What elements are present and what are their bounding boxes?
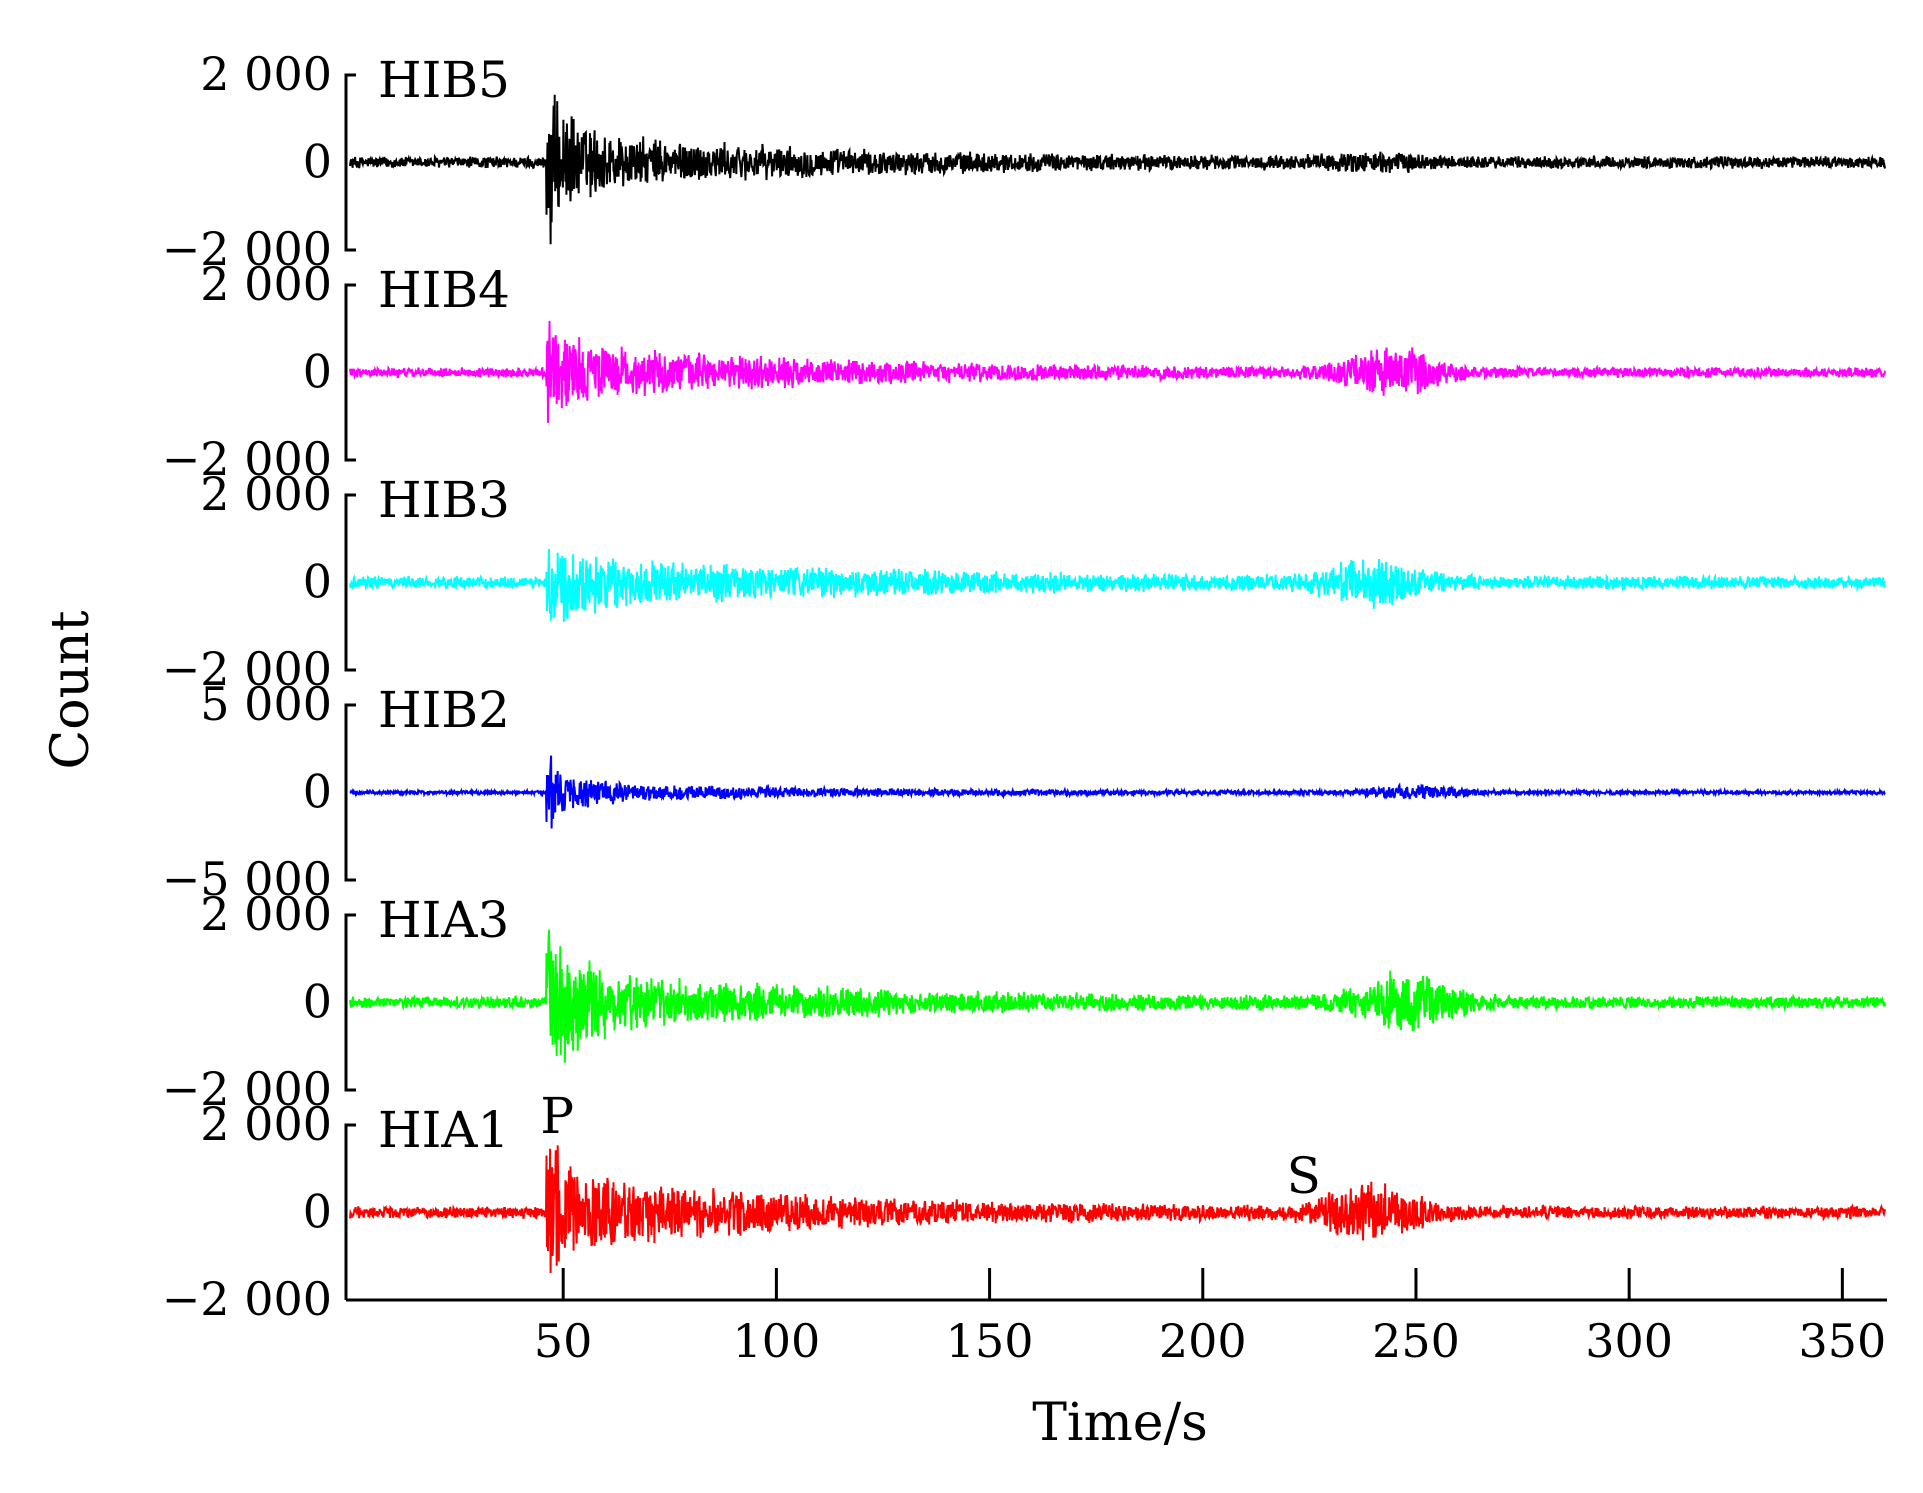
trace-panel-hia3: 2 000 0 −2 000 HIA3: [162, 887, 1886, 1116]
y-tick-label: 2 000: [200, 257, 332, 311]
y-tick-label: 0: [303, 1185, 332, 1239]
y-tick-label: 2 000: [200, 467, 332, 521]
trace-panel-hia1: 2 000 0 −2 000 HIA1: [162, 1097, 1886, 1326]
y-axis-title: Count: [41, 610, 101, 769]
waveform-hia3: [349, 929, 1886, 1063]
y-tick-label: 2 000: [200, 47, 332, 101]
phase-marker-s: S: [1287, 1147, 1321, 1205]
trace-name-label: HIB4: [378, 261, 510, 319]
trace-panel-hib2: 5 000 0 −5 000 HIB2: [162, 677, 1886, 906]
y-axis-bracket: [344, 493, 356, 672]
y-axis-bracket: [344, 703, 356, 882]
trace-name-label: HIA1: [378, 1101, 509, 1159]
trace-name-label: HIB3: [378, 471, 510, 529]
y-axis-bracket: [344, 913, 356, 1092]
x-tick-label: 300: [1585, 1314, 1673, 1368]
x-axis-title: Time/s: [1032, 1393, 1208, 1453]
y-tick-label: −2 000: [162, 1272, 332, 1326]
x-tick-label: 350: [1798, 1314, 1886, 1368]
waveform-hia1: [349, 1145, 1886, 1274]
x-tick-label: 200: [1159, 1314, 1247, 1368]
y-tick-label: 0: [303, 765, 332, 819]
trace-panel-hib5: 2 000 0 −2 000 HIB5: [162, 47, 1886, 276]
waveform-hib5: [349, 94, 1886, 245]
trace-panel-hib4: 2 000 0 −2 000 HIB4: [162, 257, 1886, 486]
waveform-hib2: [349, 755, 1886, 829]
y-tick-label: −2 000: [162, 1062, 332, 1116]
waveform-hib4: [349, 320, 1886, 423]
y-tick-label: 2 000: [200, 887, 332, 941]
phase-marker-p: P: [540, 1087, 574, 1145]
trace-name-label: HIB5: [378, 51, 510, 109]
x-tick-label: 250: [1372, 1314, 1460, 1368]
y-tick-label: −2 000: [162, 432, 332, 486]
x-tick-label: 150: [946, 1314, 1034, 1368]
trace-name-label: HIB2: [378, 681, 510, 739]
y-axis-bracket: [344, 283, 356, 462]
trace-panels: 2 000 0 −2 000 HIB5 2 000 0 −2 000 HIB4 2 000 0 −2…: [162, 47, 1886, 1326]
y-axis-bracket: [344, 73, 356, 252]
y-tick-label: 0: [303, 975, 332, 1029]
y-tick-label: 5 000: [200, 677, 332, 731]
y-tick-label: 0: [303, 555, 332, 609]
y-tick-label: 2 000: [200, 1097, 332, 1151]
y-tick-label: −2 000: [162, 222, 332, 276]
trace-name-label: HIA3: [378, 891, 509, 949]
y-tick-label: 0: [303, 135, 332, 189]
y-tick-label: −2 000: [162, 642, 332, 696]
trace-panel-hib3: 2 000 0 −2 000 HIB3: [162, 467, 1886, 696]
y-tick-label: 0: [303, 345, 332, 399]
waveform-hib3: [349, 548, 1886, 623]
x-tick-label: 50: [534, 1314, 593, 1368]
x-tick-label: 100: [732, 1314, 820, 1368]
y-axis-bracket: [344, 1123, 356, 1300]
x-axis: 50 100 150 200 250 300 350 P S: [346, 1087, 1887, 1368]
y-tick-label: −5 000: [162, 852, 332, 906]
